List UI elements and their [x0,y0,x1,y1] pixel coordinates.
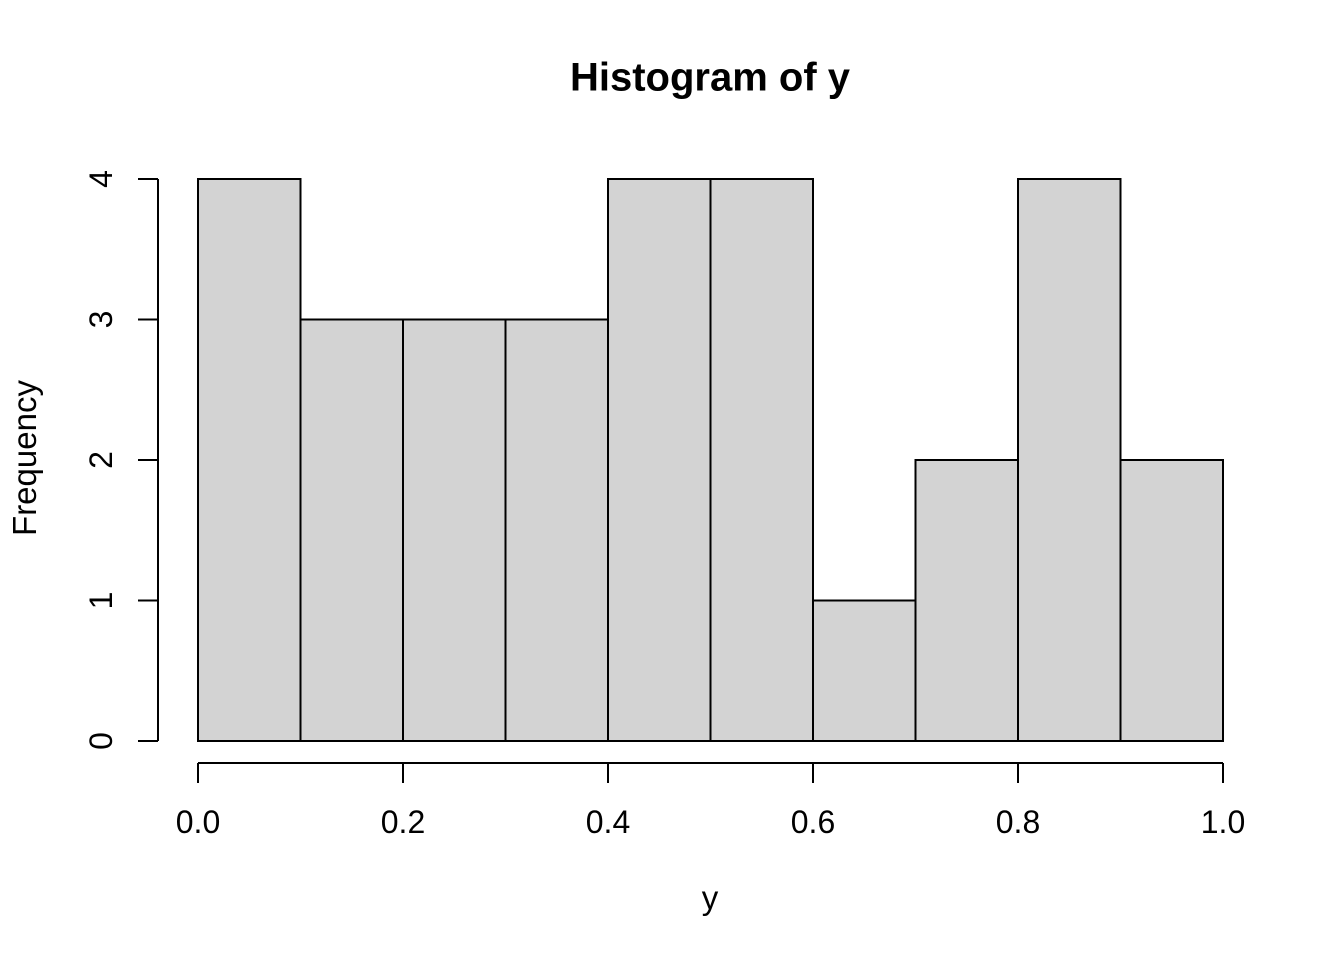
y-tick-label: 3 [83,311,119,329]
histogram-bar [504,318,609,742]
histogram-bar [1017,178,1122,742]
y-tick-label: 2 [83,451,119,469]
histogram-bar [709,178,814,742]
x-tick-label: 0.2 [381,804,425,840]
x-axis-label: y [701,879,719,916]
x-tick-label: 0.6 [791,804,835,840]
y-tick-label: 0 [83,732,119,750]
x-tick-label: 0.8 [996,804,1040,840]
histogram-bar [1119,459,1224,742]
y-tick-label: 1 [83,592,119,610]
chart-title: Histogram of y [569,55,851,100]
y-axis-label: Frequency [6,380,43,536]
y-tick-label: 4 [83,170,119,188]
x-tick-label: 1.0 [1201,804,1245,840]
histogram-bar [607,178,712,742]
histogram-bar [197,178,302,742]
histogram-bar [299,318,404,742]
histogram-bar [812,599,917,742]
x-tick-label: 0.4 [586,804,630,840]
histogram-bar [914,459,1019,742]
histogram-bar [402,318,507,742]
x-tick-label: 0.0 [176,804,220,840]
